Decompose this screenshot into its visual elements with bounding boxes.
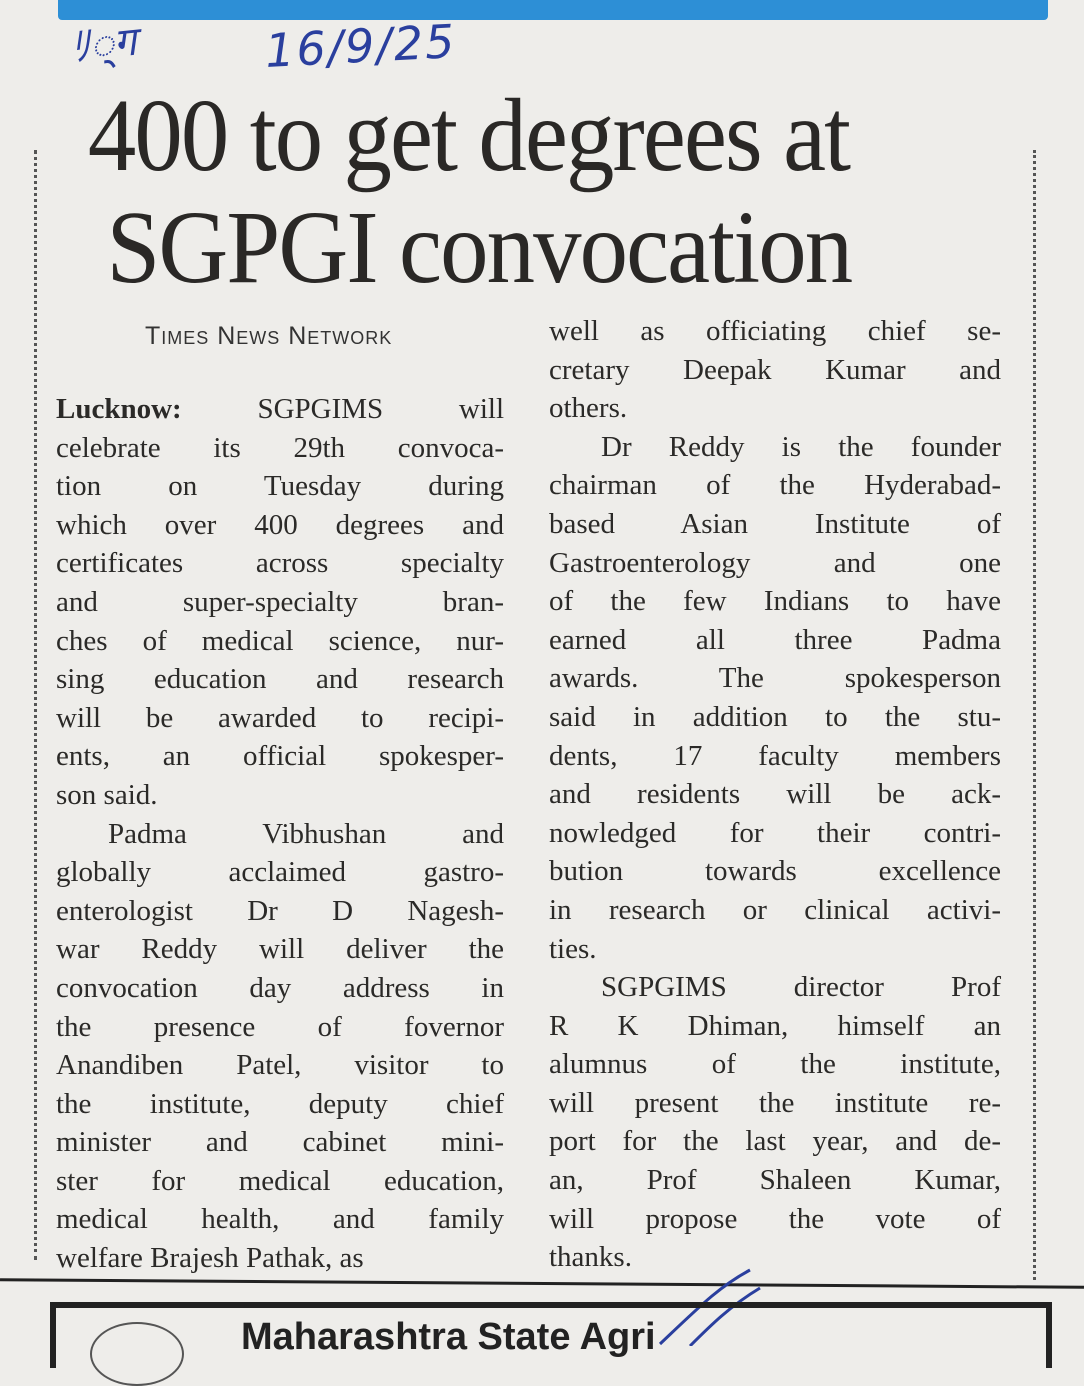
article-line: and super-specialty bran- — [56, 585, 504, 618]
article-line: alumnus of the institute, — [549, 1048, 1001, 1081]
top-banner — [58, 0, 1048, 20]
article-line: will propose the vote of — [549, 1202, 1001, 1235]
byline: Times News Network — [145, 322, 393, 350]
article-line: ches of medical science, nur- — [56, 624, 504, 657]
article-line: awards. The spokesperson — [549, 662, 1001, 695]
article-line: an, Prof Shaleen Kumar, — [549, 1164, 1001, 1197]
headline-line-2: SGPGI convocation — [106, 190, 854, 305]
article-line: which over 400 degrees and — [56, 508, 504, 541]
article-line: convocation day address in — [56, 971, 504, 1004]
article-line: the institute, deputy chief — [56, 1087, 504, 1120]
column-divider-left — [34, 150, 37, 1260]
article-line: ents, an official spokesper- — [56, 740, 504, 773]
article-line: ties. — [549, 932, 597, 965]
article-line: R K Dhiman, himself an — [549, 1009, 1001, 1042]
advertisement-box: Maharashtra State Agri — [50, 1302, 1052, 1386]
article-line: war Reddy will deliver the — [56, 933, 504, 966]
headline-line-1: 400 to get degrees at — [87, 78, 851, 193]
article-line: thanks. — [549, 1241, 632, 1274]
article-line: medical health, and family — [56, 1203, 504, 1236]
bottom-rule — [0, 1278, 1084, 1289]
article-column-2: well as officiating chief se-cretary Dee… — [549, 312, 1001, 1277]
article-line: sing education and research — [56, 663, 504, 696]
article-line: cretary Deepak Kumar and — [549, 353, 1001, 386]
article-line: based Asian Institute of — [549, 507, 1001, 540]
article-line: bution towards excellence — [549, 855, 1001, 888]
dateline: Lucknow: — [56, 393, 182, 425]
article-text: SGPGIMS will — [181, 393, 504, 425]
article-line: will present the institute re- — [549, 1086, 1001, 1119]
article-line: in research or clinical activi- — [549, 893, 1001, 926]
article-line: Anandiben Patel, visitor to — [56, 1049, 504, 1082]
article-line: Lucknow: SGPGIMS will — [56, 390, 504, 429]
handwritten-initials: ﾘ्ग — [67, 18, 139, 72]
article-line: celebrate its 29th convoca- — [56, 431, 504, 464]
article-line: welfare Brajesh Pathak, as — [56, 1242, 364, 1275]
headline: 400 to get degrees at SGPGI convocation — [60, 80, 953, 304]
article-line: the presence of fovernor — [56, 1010, 504, 1043]
article-line: said in addition to the stu- — [549, 700, 1001, 733]
article-line: nowledged for their contri- — [549, 816, 1001, 849]
article-line: others. — [549, 392, 628, 425]
article-line: chairman of the Hyderabad- — [549, 469, 1001, 502]
article-line: Padma Vibhushan and — [108, 817, 504, 850]
article-line: port for the last year, and de- — [549, 1125, 1001, 1158]
article-line: well as officiating chief se- — [549, 315, 1001, 347]
article-line: earned all three Padma — [549, 623, 1001, 656]
article-line: SGPGIMS director Prof — [601, 971, 1001, 1004]
article-line: certificates across specialty — [56, 547, 504, 580]
column-divider-right — [1033, 150, 1036, 1280]
pen-scribble — [658, 1268, 761, 1346]
article-line: of the few Indians to have — [549, 585, 1001, 618]
article-line: will be awarded to recipi- — [56, 701, 504, 734]
article-line: tion on Tuesday during — [56, 470, 504, 503]
article-line: dents, 17 faculty members — [549, 739, 1001, 772]
advertisement-title: Maharashtra State Agri — [241, 1316, 656, 1358]
article-line: Gastroenterology and one — [549, 546, 1001, 579]
article-line: globally acclaimed gastro- — [56, 856, 504, 889]
article-line: minister and cabinet mini- — [56, 1126, 504, 1159]
article-column-1: Lucknow: SGPGIMS will celebrate its 29th … — [56, 390, 504, 1278]
article-line: enterologist Dr D Nagesh- — [56, 894, 504, 927]
article-line: and residents will be ack- — [549, 778, 1001, 811]
seal-icon — [90, 1322, 184, 1386]
handwritten-date: 16/9/25 — [263, 14, 458, 78]
article-line: son said. — [56, 778, 158, 811]
article-line: Dr Reddy is the founder — [601, 430, 1001, 463]
article-line: ster for medical education, — [56, 1164, 504, 1197]
